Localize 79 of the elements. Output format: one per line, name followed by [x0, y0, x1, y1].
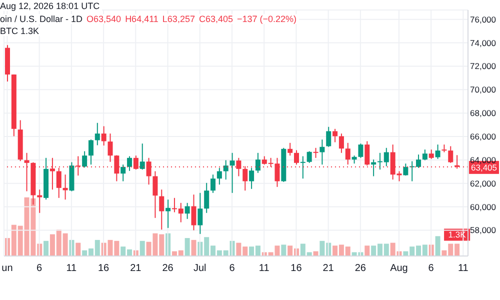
candlestick [306, 150, 312, 164]
x-tick-label: Jul [193, 263, 206, 274]
candlestick [88, 139, 94, 166]
candlestick [230, 152, 235, 194]
candlestick [127, 156, 132, 172]
candlestick [159, 189, 164, 230]
annotation: H64,411 [125, 14, 158, 24]
candlestick [210, 174, 216, 194]
y-tick-label: 70,000 [470, 84, 496, 95]
annotation: Aug 12, 2026 18:01 UTC [0, 1, 102, 11]
candlestick [249, 167, 254, 190]
candlestick [313, 147, 318, 158]
candlestick [204, 182, 210, 214]
bar [76, 242, 81, 256]
candlestick [166, 199, 171, 228]
y-tick-label: 62,000 [470, 178, 496, 188]
candlestick [300, 156, 306, 180]
candlestick [37, 189, 42, 214]
x-tick-label: 26 [162, 263, 174, 274]
candlestick [358, 143, 364, 158]
y-tick-label: 68,000 [470, 108, 496, 118]
candlestick [223, 160, 228, 180]
candlestick [435, 144, 440, 160]
candlestick [326, 126, 332, 148]
candlestick [216, 167, 222, 186]
candlestick [288, 142, 293, 156]
x-tick-label: 21 [322, 263, 334, 274]
candlestick [140, 143, 145, 170]
bar [281, 244, 286, 256]
candlestick [338, 133, 344, 154]
candlestick [320, 139, 325, 166]
x-tick-label: un [2, 263, 13, 274]
x-tick-label: 21 [130, 263, 142, 274]
x-tick-label: 6 [229, 263, 236, 274]
candlestick [184, 202, 190, 220]
x-tick-label: 6 [36, 263, 43, 274]
y-tick-label: 58,000 [470, 225, 496, 236]
annotation: BTC 1.3K [0, 26, 42, 36]
x-tick-label: 16 [290, 263, 302, 274]
y-tick-label: 74,000 [470, 38, 496, 48]
x-tick-label: 26 [354, 263, 366, 274]
annotation: O63,540 [86, 14, 122, 24]
x-tick-label: 6 [428, 263, 434, 274]
candlestick [345, 142, 350, 166]
candlestick [422, 149, 428, 161]
candlestick [191, 194, 196, 231]
annotation: L63,257 [162, 14, 195, 24]
bar [191, 240, 196, 256]
candlestick [152, 170, 158, 218]
candlestick [94, 122, 100, 146]
y-tick-label: 66,000 [470, 132, 496, 142]
annotation: −137 (−0.22%) [237, 14, 297, 24]
candlestick [448, 146, 454, 164]
y-tick-label: 60,000 [470, 202, 496, 212]
x-tick-label: 11 [66, 263, 78, 274]
candlestick [101, 126, 106, 146]
y-tick-label: 76,000 [470, 14, 496, 24]
bar [364, 246, 370, 256]
candlestick [371, 159, 376, 177]
x-tick-label: Aug [390, 263, 408, 274]
candlestick [82, 150, 88, 168]
candlestick [332, 128, 338, 143]
bar [140, 240, 145, 256]
x-tick-label: 11 [458, 263, 469, 274]
annotation: C63,405 [198, 14, 233, 24]
bar [184, 238, 190, 256]
candlestick [108, 133, 113, 162]
candlestick [255, 152, 260, 174]
candlestick [120, 164, 126, 182]
bar [44, 240, 49, 256]
text: oin / U.S. Dollar - 1D [0, 14, 83, 24]
candlestick [294, 150, 299, 166]
x-tick-label: 16 [98, 263, 110, 274]
candlestick [403, 163, 408, 176]
candlestick [198, 192, 203, 234]
bar [435, 236, 440, 256]
candlestick [428, 149, 434, 160]
x-tick-label: 11 [258, 263, 270, 274]
y-tick-label: 72,000 [470, 61, 496, 72]
